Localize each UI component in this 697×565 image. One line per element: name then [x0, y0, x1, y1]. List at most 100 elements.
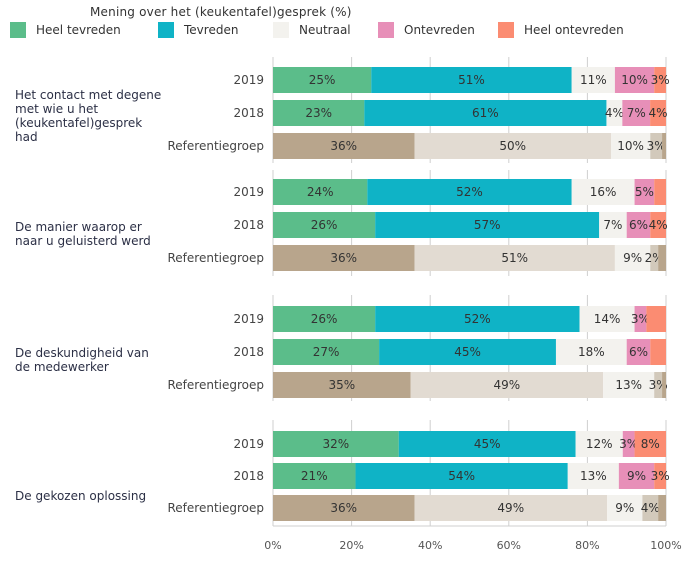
bar-segment	[622, 431, 635, 457]
bar-segment	[662, 372, 666, 398]
bar-segment	[634, 431, 666, 457]
bar-segment	[567, 463, 619, 489]
group-label-geluisterd: De manier waarop er naar u geluisterd we…	[15, 220, 151, 248]
legend-swatch	[498, 22, 514, 38]
group-label-deskundigheid: De deskundigheid van de medewerker	[15, 346, 149, 374]
data-label: 3%	[647, 139, 666, 153]
bar-segment	[599, 212, 627, 238]
bar-segment	[273, 372, 411, 398]
row-label: 2018	[233, 345, 264, 359]
data-label: 52%	[456, 185, 483, 199]
bar-segment	[355, 463, 568, 489]
bar-segment	[610, 133, 651, 159]
bar-segment	[579, 306, 635, 332]
data-label: 6%	[629, 218, 648, 232]
data-label: 3%	[619, 437, 638, 451]
row-label: 2018	[233, 106, 264, 120]
data-label: 26%	[311, 218, 338, 232]
bar-segment	[273, 67, 372, 93]
data-label: 9%	[615, 501, 634, 515]
x-tick-label: 0%	[264, 539, 281, 552]
bar-segment	[414, 133, 611, 159]
data-label: 51%	[501, 251, 528, 265]
row-label: 2018	[233, 218, 264, 232]
bar-segment	[650, 133, 663, 159]
row-label: 2019	[233, 437, 264, 451]
bar-segment	[575, 431, 623, 457]
data-label: 10%	[617, 139, 644, 153]
row-label: Referentiegroep	[167, 139, 265, 153]
data-label: 36%	[330, 139, 357, 153]
bar-segment	[654, 463, 666, 489]
data-label: 14%	[594, 312, 621, 326]
data-label: 35%	[328, 378, 355, 392]
bar-segment	[273, 306, 376, 332]
bar-segment	[642, 495, 659, 521]
bar-segment	[375, 212, 600, 238]
bar-segment	[626, 212, 651, 238]
data-label: 3%	[651, 73, 670, 87]
data-label: 7%	[627, 106, 646, 120]
data-label: 4%	[605, 106, 624, 120]
data-label: 8%	[641, 437, 660, 451]
legend-swatch	[158, 22, 174, 38]
bar-segment	[646, 306, 666, 332]
data-label: 52%	[464, 312, 491, 326]
group-label-oplossing: De gekozen oplossing	[15, 489, 147, 503]
bar-segment	[555, 339, 627, 365]
legend-item-ontevreden: Ontevreden	[378, 21, 475, 39]
bar-segment	[654, 179, 666, 205]
bar-segment	[650, 245, 659, 271]
data-label: 6%	[629, 345, 648, 359]
data-label: 26%	[311, 312, 338, 326]
data-label: 45%	[454, 345, 481, 359]
legend-label: Heel ontevreden	[524, 23, 624, 37]
row-label: Referentiegroep	[167, 501, 265, 515]
data-label: 5%	[635, 185, 654, 199]
bar-segment	[626, 339, 651, 365]
bar-segment	[273, 100, 365, 126]
chart-title: Mening over het (keukentafel)gesprek (%)	[90, 5, 352, 19]
x-tick-label: 20%	[339, 539, 363, 552]
row-label: 2019	[233, 185, 264, 199]
bar-segment	[410, 372, 604, 398]
bar-segment	[614, 245, 651, 271]
legend-swatch	[273, 22, 289, 38]
bar-segment	[414, 245, 615, 271]
bar-segment	[273, 463, 356, 489]
data-label: 50%	[499, 139, 526, 153]
legend-swatch	[378, 22, 394, 38]
data-label: 3%	[631, 312, 650, 326]
data-label: 36%	[330, 501, 357, 515]
data-label: 9%	[623, 251, 642, 265]
bar-segment	[654, 67, 666, 93]
bar-segment	[650, 100, 666, 126]
data-label: 36%	[330, 251, 357, 265]
data-label: 18%	[578, 345, 605, 359]
data-label: 24%	[307, 185, 334, 199]
bar-segment	[614, 67, 655, 93]
bar-segment	[662, 133, 666, 159]
bar-segment	[571, 179, 635, 205]
row-label: 2019	[233, 73, 264, 87]
x-tick-label: 80%	[575, 539, 599, 552]
data-label: 21%	[301, 469, 328, 483]
x-tick-label: 40%	[418, 539, 442, 552]
data-label: 54%	[448, 469, 475, 483]
bar-segment	[379, 339, 556, 365]
legend-swatch	[10, 22, 26, 38]
group-label-contact: Het contact met degene met wie u het (ke…	[15, 88, 162, 144]
legend-item-tevreden: Tevreden	[158, 21, 238, 39]
bar-segment	[618, 463, 655, 489]
bar-segment	[654, 372, 663, 398]
bar-segment	[650, 212, 666, 238]
data-label: 49%	[493, 378, 520, 392]
data-label: 23%	[305, 106, 332, 120]
data-label: 27%	[313, 345, 340, 359]
bar-segment	[273, 431, 399, 457]
bar-segment	[658, 495, 666, 521]
bar-segment	[650, 339, 666, 365]
data-label: 25%	[309, 73, 336, 87]
x-tick-label: 60%	[497, 539, 521, 552]
